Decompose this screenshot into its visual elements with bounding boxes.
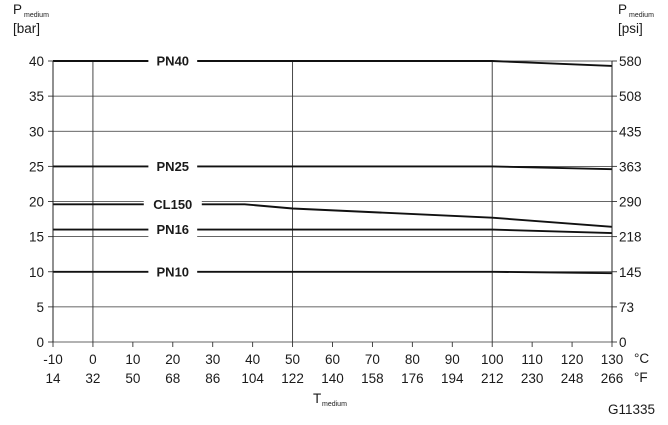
y-right-tick-label: 73	[619, 300, 634, 315]
x-tick-label-fahrenheit: 230	[521, 371, 544, 386]
x-tick-label-fahrenheit: 86	[205, 371, 220, 386]
series-label-bg	[148, 262, 198, 280]
grid	[53, 60, 612, 343]
x-tick-label-celsius: 10	[125, 352, 140, 367]
series-line-pn10	[53, 270, 613, 275]
x-tick-label-celsius: 130	[601, 352, 624, 367]
x-tick-label-fahrenheit: 122	[281, 371, 304, 386]
plot-frame	[48, 60, 617, 347]
x-axis-symbol: T	[313, 391, 321, 406]
y-right-tick-label: 580	[619, 54, 642, 69]
x-tick-label-celsius: 50	[285, 352, 300, 367]
series-label-bg	[148, 52, 198, 69]
x-tick-label-celsius: -10	[43, 352, 63, 367]
y-right-tick-label: 290	[619, 195, 642, 210]
y-left-tick-label: 40	[29, 54, 44, 69]
x-axis-unit-celsius: °C	[634, 351, 649, 366]
y-right-axis-unit: [psi]	[618, 21, 643, 36]
y-left-tick-label: 15	[29, 230, 44, 245]
x-tick-label-fahrenheit: 176	[401, 371, 424, 386]
y-left-tick-label: 25	[29, 159, 44, 174]
series-label-pn10: PN10	[157, 264, 190, 279]
y-right-tick-label: 218	[619, 230, 642, 245]
y-right-tick-label: 435	[619, 124, 642, 139]
y-left-tick-label: 20	[29, 195, 44, 210]
x-tick-label-fahrenheit: 158	[361, 371, 384, 386]
y-left-axis-subscript: medium	[24, 12, 49, 19]
y-left-axis-unit: [bar]	[13, 21, 40, 36]
x-tick-label-celsius: 30	[205, 352, 220, 367]
y-left-tick-label: 35	[29, 89, 44, 104]
x-tick-label-celsius: 80	[405, 352, 420, 367]
y-left-axis-symbol: P	[13, 2, 22, 17]
y-left-tick-label: 10	[29, 265, 44, 280]
x-tick-label-fahrenheit: 140	[321, 371, 344, 386]
tick-labels: -101403210502068308640104501226014070158…	[29, 54, 642, 386]
y-left-tick-label: 0	[36, 335, 44, 350]
series-label-cl150: CL150	[153, 197, 192, 212]
series-label-bg	[148, 220, 198, 238]
series-line-pn16	[53, 228, 613, 235]
series-label-pn25: PN25	[157, 159, 190, 174]
series-label-pn40: PN40	[157, 54, 190, 69]
series-lines: PN40 PN25 CL150 PN16 PN10	[53, 52, 613, 280]
x-tick-label-celsius: 90	[445, 352, 460, 367]
y-right-tick-label: 508	[619, 89, 642, 104]
y-right-axis-symbol: P	[618, 2, 627, 17]
x-tick-label-celsius: 100	[481, 352, 504, 367]
series-line-pn25	[53, 165, 613, 171]
x-tick-label-celsius: 120	[561, 352, 584, 367]
x-tick-label-fahrenheit: 104	[241, 371, 264, 386]
x-axis-unit-fahrenheit: °F	[634, 370, 648, 385]
y-left-tick-label: 5	[36, 300, 44, 315]
x-tick-label-celsius: 0	[89, 352, 97, 367]
x-tick-label-fahrenheit: 32	[85, 371, 100, 386]
x-tick-label-fahrenheit: 14	[45, 371, 61, 386]
x-tick-label-fahrenheit: 212	[481, 371, 504, 386]
figure-code: G11335	[608, 402, 655, 417]
y-right-tick-label: 145	[619, 265, 642, 280]
series-label-pn16: PN16	[157, 222, 190, 237]
series-label-bg	[148, 157, 198, 175]
x-tick-label-fahrenheit: 68	[165, 371, 180, 386]
x-tick-label-fahrenheit: 194	[441, 371, 464, 386]
y-right-tick-label: 363	[619, 159, 642, 174]
x-tick-label-celsius: 20	[165, 352, 180, 367]
x-tick-label-celsius: 60	[325, 352, 340, 367]
x-tick-label-celsius: 70	[365, 352, 380, 367]
x-tick-label-fahrenheit: 266	[601, 371, 624, 386]
series-label-bg	[143, 195, 202, 213]
y-right-axis-subscript: medium	[629, 12, 654, 19]
x-tick-label-fahrenheit: 50	[125, 371, 140, 386]
x-tick-label-celsius: 110	[521, 352, 543, 367]
series-line-cl150	[53, 203, 613, 228]
x-tick-label-fahrenheit: 248	[561, 371, 584, 386]
x-tick-label-celsius: 40	[245, 352, 260, 367]
series-line-pn40	[53, 60, 613, 67]
x-axis-subscript: medium	[322, 401, 347, 408]
y-right-tick-label: 0	[619, 335, 627, 350]
y-left-tick-label: 30	[29, 124, 44, 139]
